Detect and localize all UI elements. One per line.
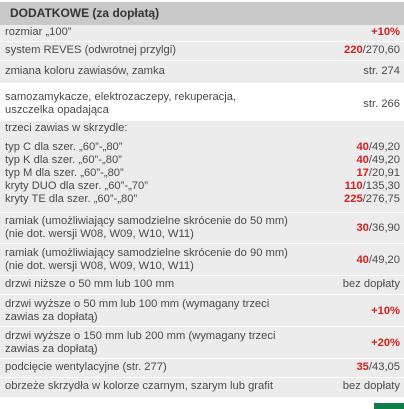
row-label: typ K dla szer. „60”-„80”	[5, 154, 122, 166]
row-label-line1: samozamykacze, elektrozaczepy, rekuperac…	[5, 91, 237, 103]
row-price: 40/49,20	[356, 141, 400, 153]
row-label: obrzeże skrzydła w kolorze czarnym, szar…	[5, 380, 273, 392]
row-label-line1: ramiak (umożliwiający samodzielne skróce…	[5, 215, 288, 227]
table-row: ramiak (umożliwiający samodzielne skróce…	[0, 213, 404, 243]
row-label-line2: zawias za dopłatą)	[5, 311, 98, 323]
table-row: obrzeże skrzydła w kolorze czarnym, szar…	[0, 378, 404, 397]
row-label-line2: zawias za dopłatą)	[5, 343, 98, 355]
row-price: 110/135,30	[344, 180, 400, 192]
brand-accent-bar	[374, 403, 404, 409]
table-row: samozamykacze, elektrozaczepy, rekuperac…	[0, 90, 404, 120]
row-label: rozmiar „100”	[5, 26, 72, 38]
row-label-line2: (nie dot. wersji W08, W09, W10, W11)	[5, 228, 194, 240]
table-row: zmiana koloru zawiasów, zamka str. 274	[0, 61, 404, 83]
row-price: +10%	[371, 305, 400, 317]
row-label: trzeci zawias w skrzydle:	[5, 122, 128, 134]
row-label-line1: ramiak (umożliwiający samodzielne skróce…	[5, 247, 288, 259]
row-price: 220/270,60	[344, 44, 400, 56]
row-price: 35/43,05	[356, 361, 400, 373]
row-label: drzwi niższe o 50 mm lub 100 mm	[5, 278, 175, 290]
row-label: zmiana koloru zawiasów, zamka	[5, 65, 165, 77]
row-label-line1: drzwi wyższe o 50 mm lub 100 mm (wymagan…	[5, 298, 270, 310]
row-label-line1: drzwi wyższe o 150 mm lub 200 mm (wymaga…	[5, 330, 276, 342]
row-price: str. 274	[363, 65, 400, 77]
row-label: typ C dla szer. „60”-„80”	[5, 141, 123, 153]
table-row: drzwi wyższe o 150 mm lub 200 mm (wymaga…	[0, 327, 404, 358]
row-price: 40/49,20	[356, 254, 400, 266]
section-header: DODATKOWE (za dopłatą)	[0, 2, 404, 25]
row-label: typ M dla szer. „60”-„80”	[5, 167, 124, 179]
row-label: kryty TE dla szer. „60”-„80”	[5, 193, 138, 205]
row-label-line2: uszczelka opadająca	[5, 104, 109, 116]
row-label-line2: (nie dot. wersji W08, W09, W10, W11)	[5, 260, 194, 272]
row-price: bez dopłaty	[342, 380, 400, 392]
row-price: bez dopłaty	[342, 278, 400, 290]
table-row: system REVES (odwrotnej przylgi) 220/270…	[0, 42, 404, 60]
table-row: drzwi wyższe o 50 mm lub 100 mm (wymagan…	[0, 295, 404, 326]
hinge-block: trzeci zawias w skrzydle: typ C dla szer…	[0, 121, 404, 212]
table-row: ramiak (umożliwiający samodzielne skróce…	[0, 244, 404, 275]
row-price: +20%	[371, 337, 400, 349]
row-label: system REVES (odwrotnej przylgi)	[5, 44, 176, 56]
row-price: str. 266	[363, 98, 400, 110]
table-row: podcięcie wentylacyjne (str. 277) 35/43,…	[0, 359, 404, 377]
table-row: drzwi niższe o 50 mm lub 100 mm bez dopł…	[0, 276, 404, 294]
row-price: 30/36,90	[356, 222, 400, 234]
row-price: 40/49,20	[356, 154, 400, 166]
table-row: rozmiar „100” +10%	[0, 25, 404, 41]
row-price: 225/276,75	[344, 193, 400, 205]
row-label: kryty DUO dla szer. „60”-„70”	[5, 180, 148, 192]
row-label: podcięcie wentylacyjne (str. 277)	[5, 361, 167, 373]
row-price: 17/20,91	[356, 167, 400, 179]
row-price: +10%	[371, 26, 400, 38]
section-title: DODATKOWE (za dopłatą)	[10, 6, 160, 20]
